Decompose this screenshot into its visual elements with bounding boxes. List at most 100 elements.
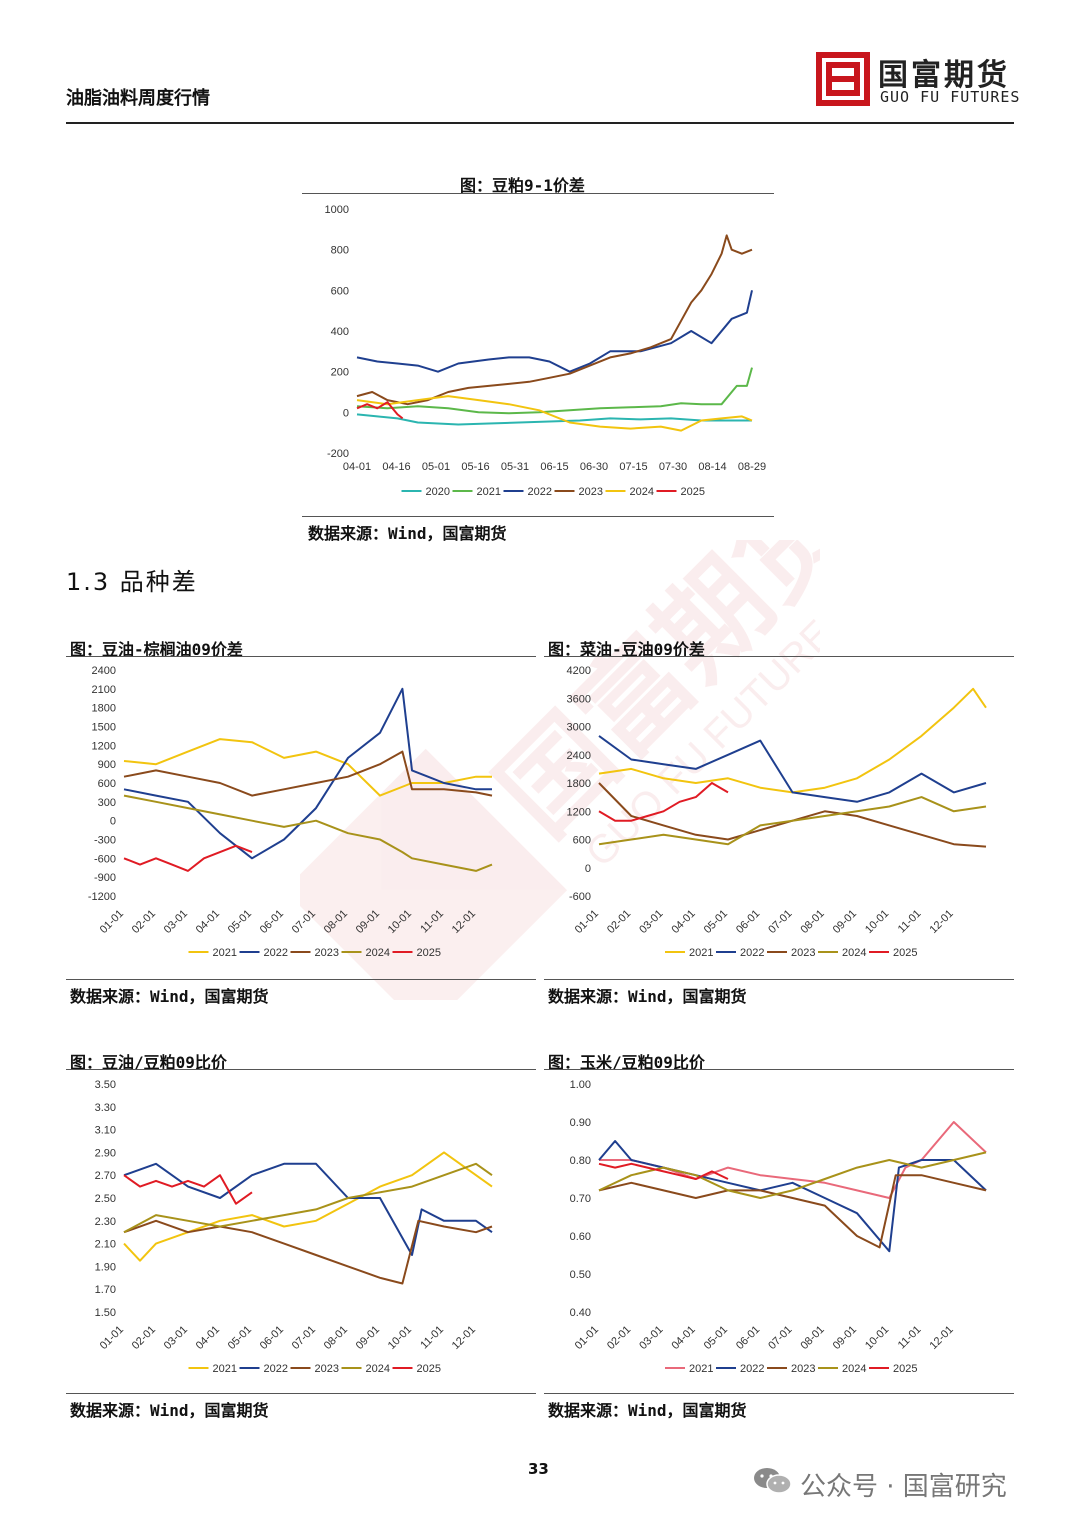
legend-label: 2021 [213,947,237,959]
x-tick-label: 12-01 [927,1324,955,1352]
header-divider [66,122,1014,124]
x-tick-label: 07-01 [290,1324,318,1352]
series-line-2021 [598,687,987,794]
chart-bottom-rule [66,979,536,980]
series-line-2024 [123,1162,493,1234]
y-tick-label: 1000 [325,204,349,216]
y-tick-label: 3.10 [95,1125,116,1137]
chart-source: 数据来源：Wind，国富期货 [548,987,747,1006]
y-tick-label: 3600 [567,693,591,705]
series-line-2024 [356,395,753,432]
x-tick-label: 11-01 [896,908,924,936]
y-tick-label: 2.70 [95,1170,116,1182]
series-line-2025 [123,844,253,872]
x-tick-label: 07-01 [766,908,794,936]
series-line-2024 [598,1151,987,1199]
y-tick-label: 0.60 [570,1231,591,1243]
x-tick-label: 01-01 [98,908,126,936]
legend-label: 2021 [477,486,501,498]
legend-label: 2023 [315,947,339,959]
legend-label: 2022 [264,947,288,959]
y-tick-label: 0.70 [570,1193,591,1205]
x-tick-label: 10-01 [863,908,891,936]
legend-label: 2024 [842,1363,866,1375]
y-tick-label: -600 [94,853,116,865]
x-tick-label: 10-01 [386,908,414,936]
x-tick-label: 08-14 [698,461,726,473]
chart-title: 图：豆油-棕榈油09价差 [70,640,243,659]
y-tick-label: 1200 [92,740,116,752]
company-logo-icon [816,52,870,106]
x-tick-label: 08-01 [322,908,350,936]
x-tick-label: 02-01 [130,908,158,936]
series-line-2022 [123,1162,493,1256]
y-tick-label: 600 [98,778,116,790]
x-tick-label: 11-01 [418,1324,446,1352]
x-tick-label: 02-01 [605,908,633,936]
chart-bottom-rule [66,1393,536,1394]
y-tick-label: -900 [94,872,116,884]
y-tick-label: -1200 [88,891,116,903]
x-tick-label: 05-01 [702,908,730,936]
logo-text-cn: 国富期货 [878,58,1010,93]
x-tick-label: 04-01 [343,461,371,473]
x-tick-label: 05-01 [422,461,450,473]
x-tick-label: 06-01 [734,908,762,936]
x-tick-label: 03-01 [637,1324,665,1352]
chart-title: 图：玉米/豆粕09比价 [548,1053,705,1072]
chart-bottom-rule [302,516,774,517]
x-tick-label: 02-01 [130,1324,158,1352]
y-tick-label: 0 [343,407,349,419]
legend-label: 2021 [689,1363,713,1375]
x-tick-label: 05-01 [702,1324,730,1352]
x-tick-label: 12-01 [450,1324,478,1352]
y-tick-label: 1200 [567,806,591,818]
series-line-2021 [356,367,753,415]
series-line-2021 [123,738,492,797]
x-tick-label: 05-01 [226,1324,254,1352]
legend-label: 2025 [417,947,441,959]
legend-label: 2022 [740,1363,764,1375]
x-tick-label: 02-01 [605,1324,633,1352]
chart-top-rule [544,656,1014,657]
y-tick-label: 600 [331,285,349,297]
series-line-2021 [123,1151,493,1262]
legend-label: 2023 [315,1363,339,1375]
y-tick-label: 2400 [92,665,116,677]
x-tick-label: 07-30 [659,461,687,473]
series-line-2024 [598,796,987,846]
x-tick-label: 05-31 [501,461,529,473]
x-tick-label: 08-29 [738,461,766,473]
x-tick-label: 07-15 [619,461,647,473]
x-tick-label: 06-01 [258,1324,286,1352]
y-tick-label: 3.30 [95,1102,116,1114]
page-number: 33 [528,1460,549,1478]
x-tick-label: 05-16 [461,461,489,473]
series-line-2023 [356,234,753,406]
legend-label: 2025 [681,486,705,498]
chart-top-rule [66,656,536,657]
legend-label: 2025 [417,1363,441,1375]
y-tick-label: 1.70 [95,1284,116,1296]
y-tick-label: 800 [331,245,349,257]
legend-label: 2021 [213,1363,237,1375]
series-line-2020 [356,413,752,426]
x-tick-label: 09-01 [354,1324,382,1352]
x-tick-label: 07-01 [766,1324,794,1352]
section-heading: 1.3 品种差 [66,568,198,596]
y-tick-label: 3.50 [95,1079,116,1091]
chart-bottom-rule [544,979,1014,980]
x-tick-label: 06-01 [258,908,286,936]
legend-label: 2023 [579,486,603,498]
y-tick-label: 300 [98,797,116,809]
wechat-account-label[interactable]: 公众号 · 国富研究 [800,1472,1007,1502]
y-tick-label: 2.30 [95,1216,116,1228]
x-tick-label: 11-01 [896,1324,924,1352]
wechat-icon [754,1468,792,1494]
x-tick-label: 04-01 [669,908,697,936]
legend-label: 2024 [842,947,866,959]
y-tick-label: 1800 [92,703,116,715]
y-tick-label: 4200 [567,665,591,677]
y-tick-label: 0.90 [570,1117,591,1129]
x-tick-label: 08-01 [322,1324,350,1352]
